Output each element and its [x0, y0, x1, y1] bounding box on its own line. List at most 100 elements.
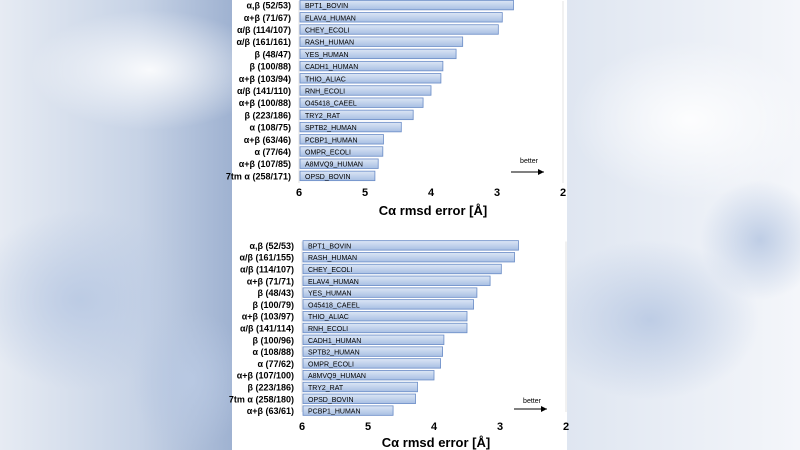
bar-label: SPTB2_HUMAN [308, 350, 360, 357]
x-tick-label: 3 [494, 187, 500, 199]
bar [299, 146, 384, 157]
bar [299, 73, 442, 84]
bar-label: ELAV4_HUMAN [305, 15, 356, 22]
bar-label: PCBP1_HUMAN [308, 409, 361, 416]
x-tick-label: 2 [563, 421, 569, 433]
category-label: α/β (141/114) [240, 324, 294, 334]
category-label: β (48/47) [254, 49, 291, 59]
bar [302, 252, 515, 263]
bar-label: OPSD_BOVIN [308, 397, 354, 404]
category-label: α (108/75) [249, 123, 291, 133]
bar-label: CHEY_ECOLI [305, 28, 349, 35]
category-label: α (77/64) [254, 147, 291, 157]
bar [299, 0, 514, 11]
bar-label: RNH_ECOLI [305, 89, 345, 96]
category-label: α,β (52/53) [246, 1, 291, 11]
x-tick-label: 6 [299, 421, 305, 433]
category-label: α+β (71/67) [244, 13, 291, 23]
bar-label: YES_HUMAN [308, 291, 352, 298]
category-label: α (77/62) [257, 359, 294, 369]
bar-label: CADH1_HUMAN [308, 338, 361, 345]
bar [302, 405, 394, 416]
bar [299, 109, 414, 121]
bar-label: TRY2_RAT [305, 113, 341, 120]
bar-label: TRY2_RAT [308, 385, 344, 392]
bar [302, 311, 468, 322]
bar-label: OMPR_ECOLI [305, 150, 351, 157]
bar [302, 346, 443, 357]
bar-label: CHEY_ECOLI [308, 267, 352, 274]
x-tick-label: 5 [365, 421, 371, 433]
category-label: α/β (161/155) [239, 253, 294, 263]
x-tick-label: 4 [428, 187, 435, 199]
x-tick-label: 2 [560, 187, 566, 199]
bar [299, 134, 384, 145]
category-label: α,β (52/53) [249, 241, 294, 251]
bar-label: A8MVQ9_HUMAN [305, 162, 363, 169]
bar [299, 85, 432, 96]
x-tick-label: 6 [296, 187, 302, 199]
bar [302, 322, 468, 334]
bar-label: RASH_HUMAN [305, 40, 354, 47]
bar [299, 158, 379, 169]
bar [299, 170, 376, 182]
category-label: α/β (161/161) [236, 37, 291, 47]
bar [302, 370, 435, 381]
bar-label: BPT1_BOVIN [308, 243, 351, 250]
chart-top: α,β (52/53) BPT1_BOVIN α+β (71/67) ELAV4_HU… [226, 0, 566, 218]
category-label: α+β (63/46) [244, 135, 291, 145]
category-label: 7tm α (258/171) [226, 171, 291, 181]
bar-label: CADH1_HUMAN [305, 64, 358, 71]
category-label: β (100/88) [249, 62, 291, 72]
bar [299, 36, 464, 47]
bar [302, 287, 478, 298]
bar-label: BPT1_BOVIN [305, 3, 348, 10]
category-label: β (100/96) [252, 335, 294, 345]
bar-label: O45418_CAEEL [308, 302, 360, 309]
bar-label: O45418_CAEEL [305, 101, 357, 108]
better-annotation: better [520, 158, 539, 165]
x-tick-label: 5 [362, 187, 368, 199]
bar [302, 299, 475, 310]
category-label: β (223/186) [247, 383, 294, 393]
bar [299, 60, 444, 72]
category-label: α/β (114/107) [237, 25, 291, 35]
bar [299, 97, 424, 108]
category-label: β (223/186) [244, 110, 291, 120]
category-label: β (100/79) [252, 300, 294, 310]
bar-label: ELAV4_HUMAN [308, 279, 359, 286]
chart-bottom: α,β (52/53) BPT1_BOVIN α/β (161/155) RASH_H… [229, 240, 569, 450]
category-label: α/β (114/107) [240, 265, 294, 275]
bar [302, 334, 445, 345]
x-tick-label: 4 [431, 421, 438, 433]
bar [302, 358, 442, 369]
bar [299, 24, 499, 35]
category-label: β (48/43) [257, 288, 294, 298]
x-axis-label: Cα rmsd error [Å] [379, 203, 487, 218]
bar-label: A8MVQ9_HUMAN [308, 373, 366, 380]
category-label: α+β (100/88) [239, 98, 291, 108]
bar-label: THIO_ALIAC [305, 76, 346, 83]
category-label: α+β (103/94) [239, 74, 291, 84]
bar-label: RASH_HUMAN [308, 255, 357, 262]
category-label: α+β (71/71) [247, 276, 294, 286]
bar [302, 393, 416, 404]
bar-label: YES_HUMAN [305, 52, 349, 59]
bar-label: OMPR_ECOLI [308, 361, 354, 368]
category-label: α+β (107/85) [239, 159, 291, 169]
x-tick-label: 3 [497, 421, 503, 433]
bar [299, 12, 503, 23]
category-label: 7tm α (258/180) [229, 394, 294, 404]
bar [299, 48, 457, 60]
category-label: α+β (107/100) [237, 371, 294, 381]
x-axis-label: Cα rmsd error [Å] [382, 435, 490, 450]
bar [302, 275, 491, 286]
bar-label: SPTB2_HUMAN [305, 125, 357, 132]
better-annotation: better [523, 398, 542, 405]
bar [299, 121, 402, 133]
bar-label: RNH_ECOLI [308, 326, 348, 333]
category-label: α (108/88) [252, 347, 294, 357]
bar [302, 263, 502, 275]
